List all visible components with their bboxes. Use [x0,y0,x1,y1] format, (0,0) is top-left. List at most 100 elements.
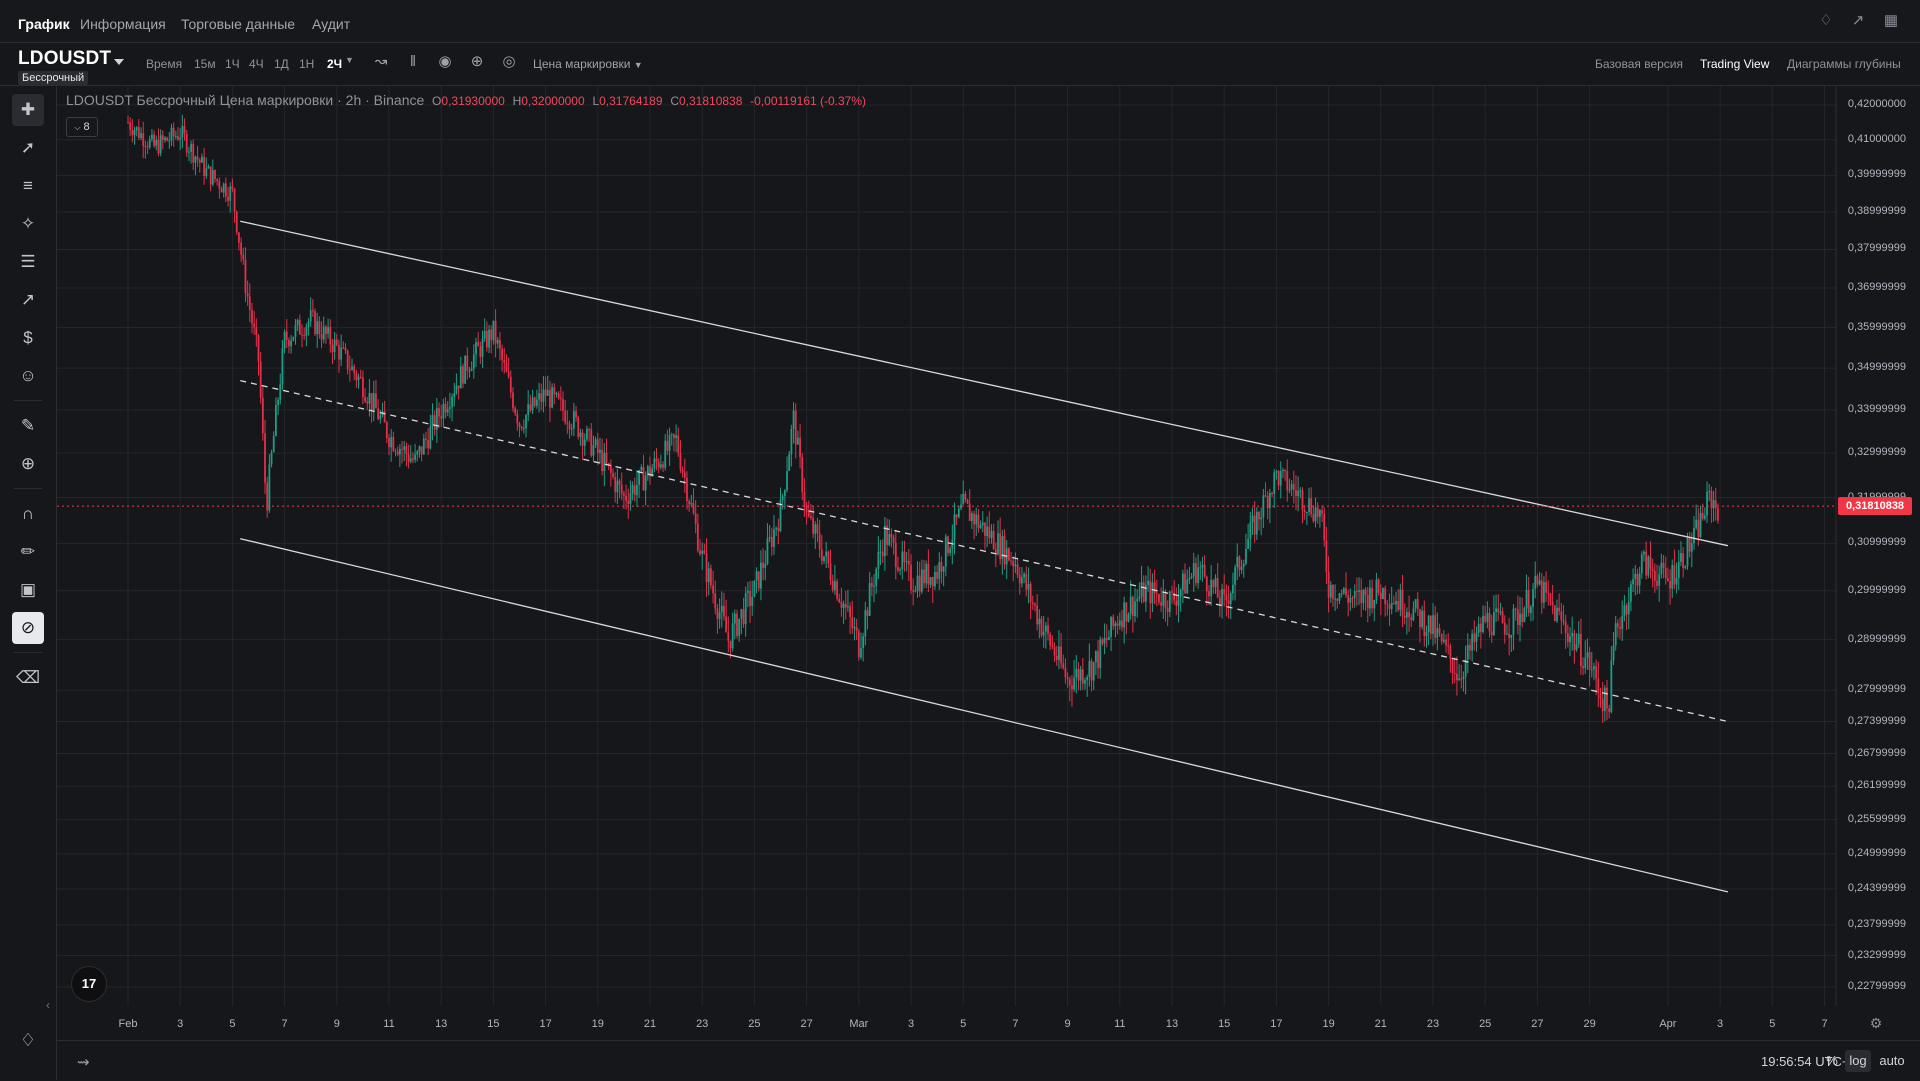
candle-body [744,592,747,625]
tradingview-logo[interactable]: 17 [71,966,107,1002]
candle-body [1603,687,1606,712]
gear-icon[interactable]: ⚙ [1869,1015,1883,1031]
tab-trading-data[interactable]: Торговые данные [181,16,296,32]
candle-body [1475,632,1478,642]
candles-icon[interactable]: ‖ [409,53,417,70]
add-indicator-icon[interactable]: ⊕ [470,53,484,70]
tf-1h[interactable]: 1Ч [225,57,240,71]
candle-body [1399,589,1402,610]
candle-body [829,563,832,581]
candle-body [1268,493,1271,509]
candle-body [1416,599,1419,610]
candle-body [866,610,869,616]
candle-body [396,451,399,455]
chart-area[interactable] [57,86,1920,1006]
candle-body [316,321,319,335]
fib-icon[interactable]: ☰ [20,252,36,271]
view-basic[interactable]: Базовая версия [1595,57,1683,71]
candle-body [557,393,560,399]
tab-info[interactable]: Информация [80,16,166,32]
settings-circle-icon[interactable]: ◎ [502,53,516,70]
candle-body [1031,602,1034,604]
candle-body [1325,540,1328,573]
bottom-bar: ⇝ 19:56:54 UTC+3 % log auto [57,1040,1920,1081]
collapse-icon[interactable]: ↗ [1851,12,1865,29]
candle-body [997,533,999,555]
candle-body [644,475,647,491]
price-label-icon[interactable]: $ [23,328,33,347]
candle-body [875,568,878,586]
candle-body [627,500,630,504]
ruler-icon[interactable]: ✎ [20,416,36,435]
camera-icon[interactable]: ◉ [438,53,452,70]
time-tick-label: 27 [1531,1018,1544,1030]
price-mode-dropdown[interactable]: Цена маркировки ▼ [533,57,643,71]
lock-icon[interactable]: ▣ [19,580,37,599]
candle-body [1688,536,1691,552]
crosshair-icon[interactable]: ✚ [12,94,44,126]
candle-body [1427,615,1430,633]
legend-title: LDOUSDT Бессрочный Цена маркировки · 2h … [66,92,425,108]
candle-body [851,617,854,629]
candle-body [1138,596,1141,599]
candle-body [1210,579,1213,597]
forecast-icon[interactable]: ↗ [20,290,36,309]
price-chart[interactable] [57,86,1920,1006]
collapse-toolbar-icon[interactable]: ‹ [46,998,50,1012]
tf-4h[interactable]: 4Ч [249,57,264,71]
magnet-icon[interactable]: ∩ [21,504,35,523]
goto-date-icon[interactable]: ⇝ [77,1054,90,1071]
candle-body [375,393,377,409]
candle-body [1360,590,1363,604]
candle-body [586,428,588,440]
candle-body [853,627,856,629]
auto-toggle[interactable]: auto [1879,1053,1905,1068]
candle-body [575,411,577,418]
symbol-dropdown-icon[interactable] [114,59,124,65]
candle-body [794,410,797,445]
tab-audit[interactable]: Аудит [312,16,351,32]
draw-lock-icon[interactable]: ✏ [20,542,36,561]
hide-drawings-icon[interactable]: ⊘ [12,612,44,644]
layout-grid-icon[interactable]: ▦ [1883,12,1899,29]
candle-body [920,569,923,592]
percent-toggle[interactable]: % [1826,1053,1838,1068]
candle-body [1203,564,1206,577]
symbol-name[interactable]: LDOUSDT [18,48,112,69]
bell-icon[interactable]: ♢ [1819,12,1833,29]
tf-2h[interactable]: 2Ч [327,57,343,71]
line-chart-icon[interactable]: ↝ [374,53,388,70]
zoom-in-icon[interactable]: ⊕ [20,454,36,473]
emoji-icon[interactable]: ☺ [19,366,37,385]
candle-body [857,630,860,658]
candle-body [1112,616,1115,627]
tf-1d[interactable]: 1Д [274,57,289,71]
candle-body [825,551,828,557]
candle-body [566,422,569,424]
log-toggle[interactable]: log [1845,1050,1871,1072]
tab-chart[interactable]: График [18,16,70,32]
time-label[interactable]: Время [146,57,183,71]
indicators-toggle[interactable]: ⌵ 8 [66,117,98,137]
candle-body [516,413,519,424]
tf-1w[interactable]: 1Н [299,57,315,71]
pattern-icon[interactable]: ✧ [20,214,36,233]
clock[interactable]: 19:56:54 UTC+3 [1761,1054,1857,1069]
candle-body [427,440,430,449]
horizontal-lines-icon[interactable]: ≡ [23,176,33,195]
view-tradingview[interactable]: Trading View [1700,57,1770,71]
candle-body [740,609,743,619]
tf-15m[interactable]: 15м [194,57,216,71]
trendline-icon[interactable]: ➚ [20,138,36,157]
candle-body [1649,556,1652,569]
price-tick-label: 0,27999999 [1847,683,1906,696]
candle-body [768,536,771,539]
time-tick-label: 11 [383,1018,395,1030]
view-depth[interactable]: Диаграммы глубины [1787,57,1901,71]
candle-body [912,590,915,592]
tf-dropdown-icon[interactable]: ▼ [345,55,354,65]
candle-body [1606,687,1608,709]
layers-icon[interactable]: ♢ [19,1030,37,1050]
trash-icon[interactable]: ⌫ [15,668,41,687]
candle-body [1519,613,1521,625]
